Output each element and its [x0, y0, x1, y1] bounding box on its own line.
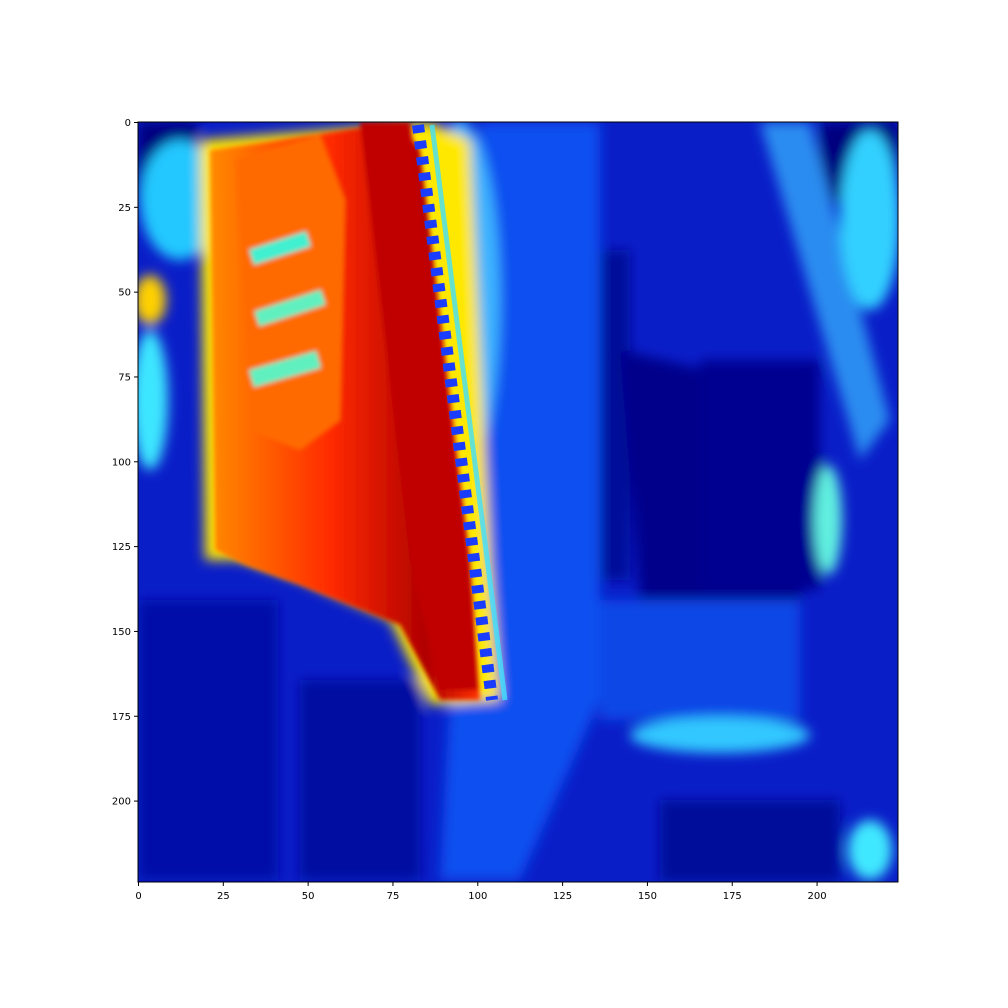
x-axis: 0 25 50 75 100 125 150 175 200 — [135, 882, 827, 902]
x-tick-label: 200 — [808, 891, 827, 902]
heat-region-max — [360, 122, 478, 690]
heatmap-image — [138, 122, 898, 882]
y-tick-label: 100 — [112, 457, 131, 468]
heat-region-mid — [848, 820, 892, 880]
y-tick-label: 150 — [112, 627, 131, 638]
x-tick-label: 175 — [723, 891, 742, 902]
heat-region-mid — [248, 350, 322, 388]
heat-region-mid-high — [138, 275, 166, 325]
y-tick-label: 50 — [118, 288, 131, 299]
heat-region-mid — [840, 130, 898, 310]
heat-region-high — [235, 135, 345, 450]
x-tick-label: 150 — [638, 891, 657, 902]
y-tick-label: 25 — [118, 203, 131, 214]
x-tick-label: 100 — [468, 891, 487, 902]
x-tick-label: 50 — [302, 891, 315, 902]
y-tick-label: 125 — [112, 542, 131, 553]
x-tick-label: 125 — [553, 891, 572, 902]
y-tick-label: 200 — [112, 797, 131, 808]
y-tick-label: 0 — [125, 118, 131, 129]
heat-region-low — [700, 360, 820, 590]
heat-region-low — [138, 600, 278, 880]
heat-region-low — [300, 680, 420, 880]
plot-frame — [137, 121, 899, 883]
heat-region-mid — [248, 231, 312, 265]
heatmap-edge-stripe — [412, 124, 508, 701]
heat-region-mid — [254, 289, 326, 327]
heat-region-mid-low — [600, 600, 800, 720]
heat-region-mid — [630, 717, 810, 753]
heat-region-mid — [814, 465, 842, 575]
y-axis: 0 25 50 75 100 125 150 175 200 — [112, 118, 138, 808]
x-tick-label: 25 — [217, 891, 230, 902]
heat-region-mid — [138, 330, 168, 470]
y-tick-label: 175 — [112, 712, 131, 723]
y-tick-label: 75 — [118, 372, 131, 383]
heat-region-low — [660, 800, 840, 882]
x-tick-label: 0 — [135, 891, 141, 902]
heat-region-mid-low — [760, 122, 890, 460]
heatmap-hot-core — [210, 122, 480, 700]
x-tick-label: 75 — [387, 891, 400, 902]
heat-region-mid — [140, 140, 220, 260]
